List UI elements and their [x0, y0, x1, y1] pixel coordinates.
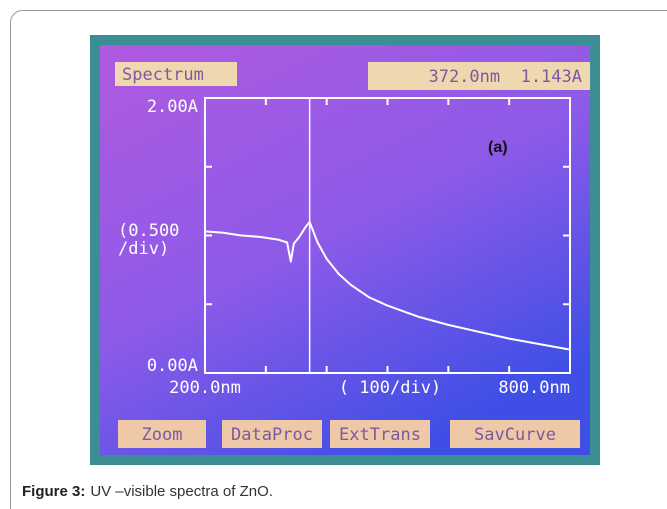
x-tick-label: 800.0nm — [498, 378, 570, 398]
screen-button — [450, 420, 580, 448]
x-tick-label: 200.0nm — [169, 378, 241, 398]
screen — [100, 45, 590, 455]
button-label: Zoom — [142, 425, 183, 445]
y-scale-label: (0.500 — [118, 221, 179, 241]
button-label: DataProc — [231, 425, 313, 445]
screen-button — [222, 420, 322, 448]
y-scale-label: /div) — [118, 239, 169, 259]
screen-button — [118, 420, 206, 448]
y-tick-label: 2.00A — [147, 97, 198, 117]
annotation: (a) — [488, 139, 508, 156]
caption: Figure 3: UV –visible spectra of ZnO. — [22, 483, 273, 500]
y-tick-label: 0.00A — [147, 356, 198, 376]
caption-text: UV –visible spectra of ZnO. — [90, 483, 273, 500]
caption-label: Figure 3: — [22, 483, 85, 500]
x-scale-label: ( 100/div) — [339, 378, 441, 398]
readout-box — [368, 62, 590, 90]
button-label: ExtTrans — [339, 425, 421, 445]
cursor-readout: 372.0nm 1.143A — [428, 67, 582, 87]
spectrum-line — [204, 220, 571, 351]
screen-title: Spectrum — [122, 65, 204, 85]
button-label: SavCurve — [474, 425, 556, 445]
title-box — [115, 62, 237, 86]
screen-button — [330, 420, 430, 448]
